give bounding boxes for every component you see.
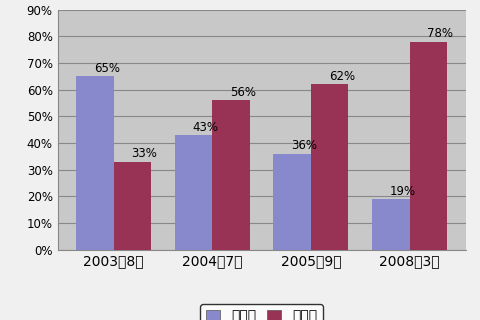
Bar bbox=[212, 100, 250, 250]
Text: 62%: 62% bbox=[329, 70, 355, 83]
Bar bbox=[175, 135, 212, 250]
Bar bbox=[311, 84, 348, 250]
Bar bbox=[76, 76, 114, 250]
Text: 56%: 56% bbox=[230, 86, 256, 99]
Bar bbox=[372, 199, 409, 250]
Text: 36%: 36% bbox=[291, 139, 317, 152]
Legend: 一時的, 継続的: 一時的, 継続的 bbox=[200, 304, 323, 320]
Text: 65%: 65% bbox=[94, 62, 120, 75]
Text: 33%: 33% bbox=[132, 147, 157, 160]
Text: 43%: 43% bbox=[192, 121, 218, 134]
Text: 19%: 19% bbox=[390, 185, 416, 197]
Bar bbox=[114, 162, 151, 250]
Bar bbox=[274, 154, 311, 250]
Bar bbox=[409, 42, 447, 250]
Text: 78%: 78% bbox=[427, 27, 453, 40]
